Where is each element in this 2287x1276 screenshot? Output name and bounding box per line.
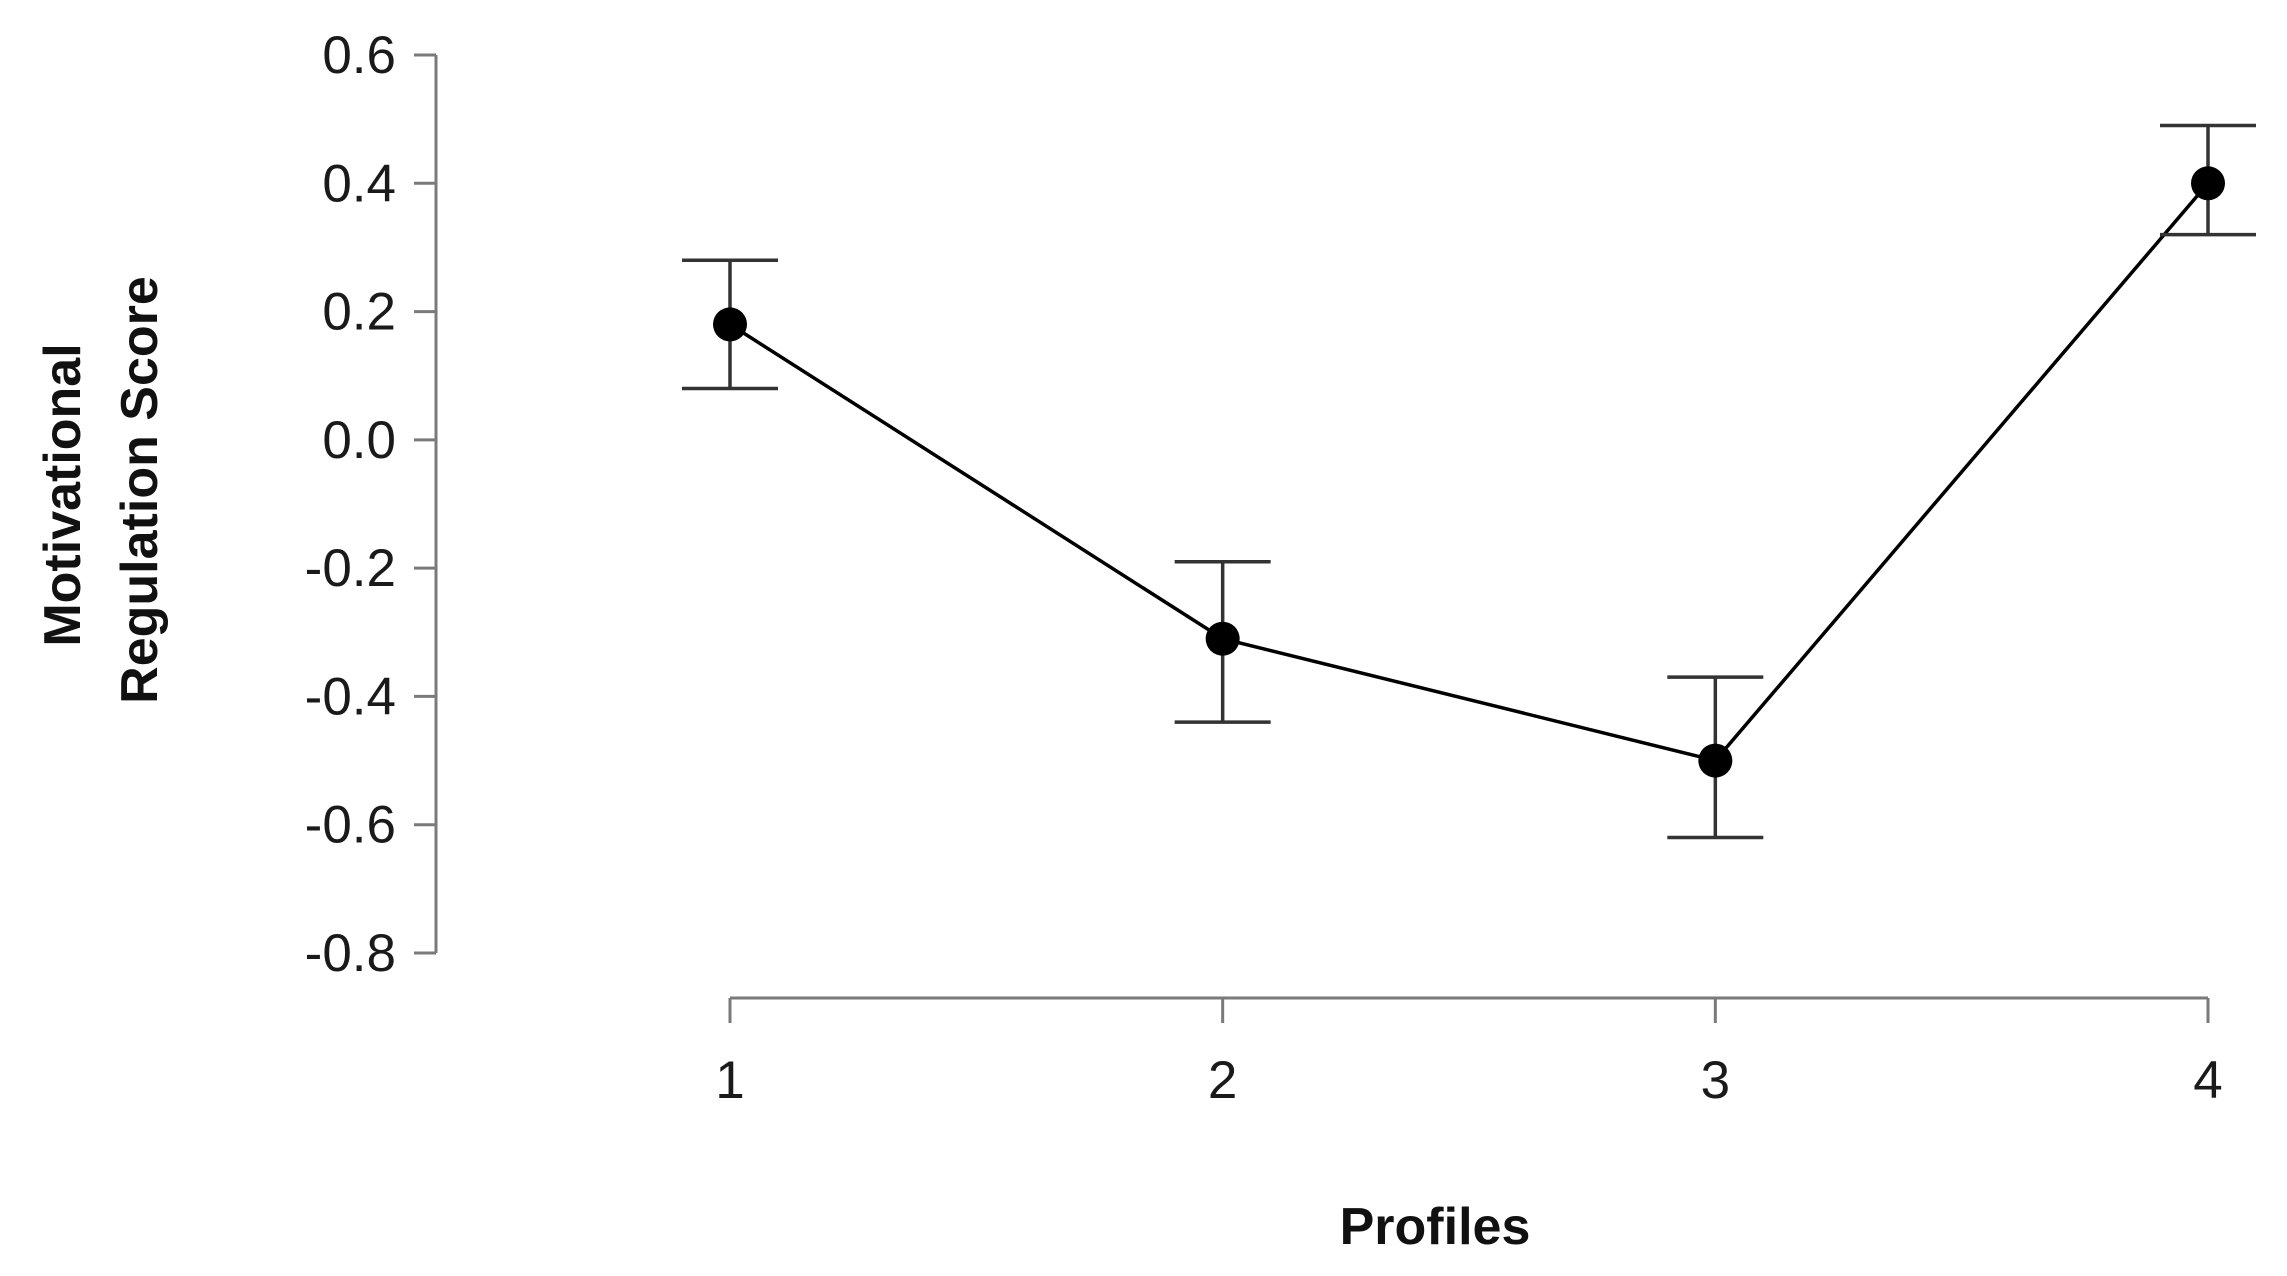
x-tick-label: 2: [1208, 1051, 1237, 1110]
y-tick-label: -0.8: [305, 924, 396, 983]
data-point: [1698, 743, 1733, 778]
y-axis-title-line-1: Motivational: [34, 343, 92, 646]
x-tick-label: 4: [2193, 1051, 2222, 1110]
y-tick-label: 0.4: [322, 154, 396, 213]
y-tick-label: -0.6: [305, 796, 396, 855]
y-axis: 0.6 0.4 0.2 0.0 -0.2 -0.4 -0.6 -0.8: [305, 26, 438, 983]
data-point: [2191, 166, 2225, 201]
x-axis: 1 2 3 4: [715, 996, 2223, 1110]
y-tick-label: 0.6: [322, 26, 396, 85]
x-tick-label: 1: [715, 1051, 744, 1110]
series-line: [729, 182, 2210, 763]
x-tick-label: 3: [1701, 1051, 1730, 1110]
y-tick-label: -0.4: [305, 667, 396, 726]
y-tick-label: -0.2: [305, 539, 396, 598]
x-axis-title: Profiles: [1340, 1198, 1531, 1256]
y-tick-label: 0.0: [322, 411, 396, 470]
data-point: [1205, 621, 1240, 656]
y-axis-title-line-2: Regulation Score: [111, 276, 169, 704]
plot-area: [682, 123, 2256, 840]
data-point: [713, 307, 747, 342]
y-tick-label: 0.2: [322, 283, 396, 342]
